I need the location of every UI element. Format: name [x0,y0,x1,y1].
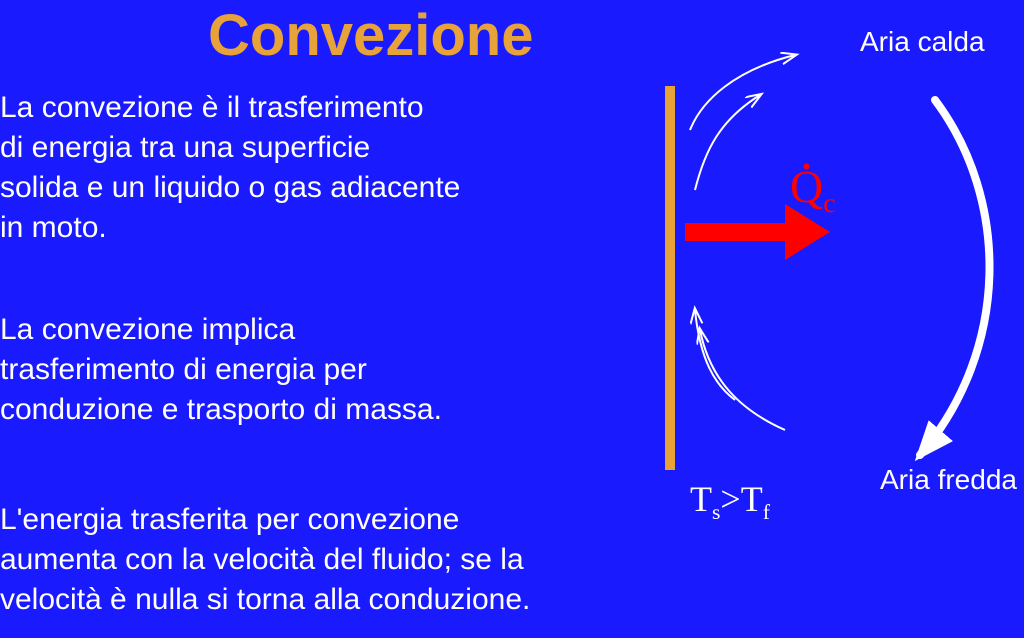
hot-air-label: Aria calda [860,26,985,58]
cold-air-label: Aria fredda [880,464,1017,496]
temperature-inequality: Ts>Tf [690,478,770,525]
convection-diagram [0,0,1024,638]
heat-rate-symbol: •Qc [790,160,835,219]
slide: Convezione La convezione è il trasferime… [0,0,1024,638]
